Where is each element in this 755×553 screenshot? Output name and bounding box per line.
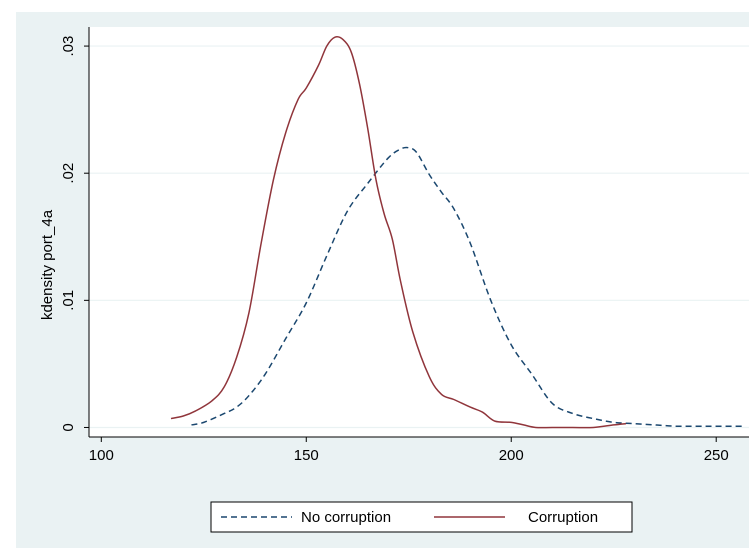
x-tick-label: 200 [499, 447, 524, 464]
legend: No corruption Corruption [210, 501, 633, 533]
y-tick-label: .02 [60, 163, 77, 184]
x-tick-label: 150 [294, 447, 319, 464]
plot-area [89, 27, 749, 437]
grid-layer [89, 45, 749, 429]
y-tick-label: .01 [60, 290, 77, 311]
legend-box [210, 501, 633, 533]
y-axis-title: kdensity port_4a [39, 209, 56, 320]
x-tick-label: 250 [704, 447, 729, 464]
legend-label-no-corruption: No corruption [301, 509, 391, 526]
x-tick-label: 100 [89, 447, 114, 464]
y-tick-label: 0 [60, 423, 77, 431]
series-layer [170, 36, 745, 429]
series-line-corruption [170, 36, 627, 429]
legend-label-corruption: Corruption [528, 509, 598, 526]
axes-layer: 0 .01 .02 .03 100 150 200 250 [60, 27, 749, 464]
series-line-no-corruption [191, 146, 745, 428]
y-tick-label: .03 [60, 36, 77, 57]
